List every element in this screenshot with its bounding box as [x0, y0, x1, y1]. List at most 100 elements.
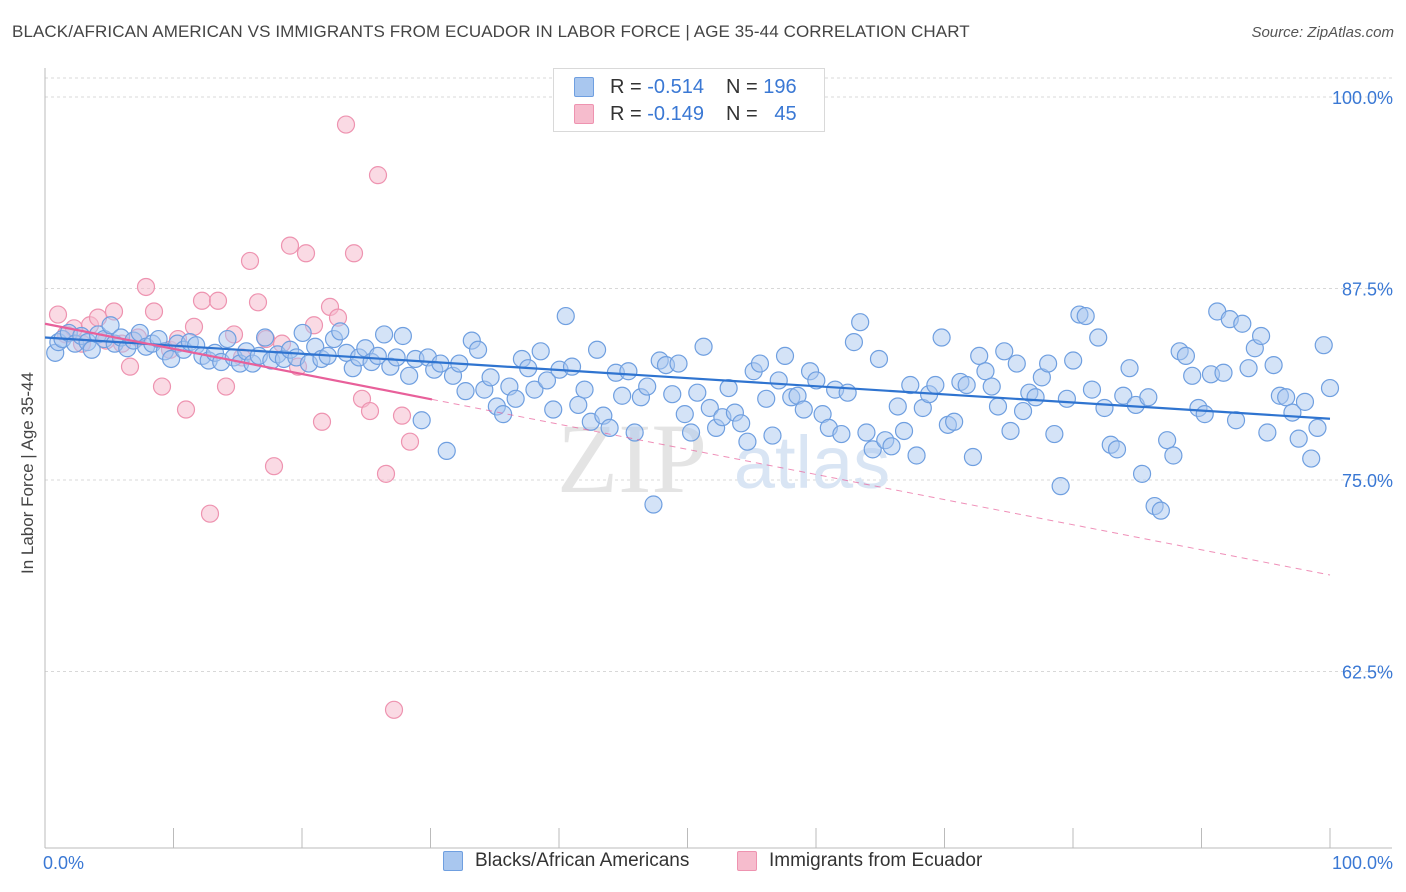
blue-data-point: [901, 375, 920, 395]
n-value: 196: [763, 75, 797, 98]
blue-data-point: [537, 371, 557, 390]
blue-data-point: [1045, 424, 1064, 444]
pink-trend-line: [44, 322, 433, 401]
r-value: -0.149: [647, 102, 704, 125]
blue-data-point: [988, 397, 1008, 416]
legend-label-pink: Immigrants from Ecuador: [769, 850, 983, 871]
blue-data-point: [218, 329, 237, 349]
y-tick-label: 87.5%: [1342, 280, 1393, 300]
pink-data-point: [216, 377, 236, 396]
y-tick-label: 62.5%: [1342, 663, 1393, 683]
legend-item-pink: Immigrants from Ecuador: [737, 850, 982, 872]
blue-data-point: [769, 371, 788, 390]
blue-swatch: [574, 77, 594, 97]
y-axis-label: In Labor Force | Age 35-44: [18, 372, 37, 574]
blue-data-point: [619, 362, 638, 381]
blue-data-point: [1264, 356, 1283, 375]
blue-data-point: [556, 306, 575, 326]
blue-data-point: [1233, 314, 1252, 333]
blue-data-point: [600, 418, 619, 438]
blue-data-point: [613, 386, 632, 405]
blue-data-point: [700, 398, 719, 418]
blue-data-point: [562, 357, 582, 376]
blue-data-point: [1176, 346, 1196, 366]
pink-data-point: [368, 166, 388, 185]
pink-data-point: [144, 302, 164, 321]
blue-data-point: [1308, 418, 1327, 438]
legend-row-blue: R = -0.514 N = 196: [574, 74, 797, 100]
blue-data-point: [738, 432, 757, 451]
blue-data-point: [456, 382, 475, 401]
blue-data-point: [970, 346, 989, 366]
blue-data-point: [982, 377, 1001, 396]
pink-swatch: [574, 104, 594, 124]
blue-data-point: [976, 362, 995, 381]
tick-labels: 100.0% 87.5% 75.0% 62.5% 0.0% 100.0%: [43, 88, 1393, 873]
blue-data-point: [1214, 363, 1233, 382]
legend-label-blue: Blacks/African Americans: [475, 850, 690, 871]
blue-data-point: [750, 354, 770, 373]
blue-data-point: [1007, 354, 1026, 373]
blue-data-point: [1239, 359, 1258, 378]
pink-data-point: [248, 293, 268, 312]
pink-data-point: [240, 251, 260, 271]
blue-data-point: [1164, 446, 1183, 465]
blue-data-point: [894, 421, 914, 441]
axis-layer: [44, 68, 1392, 849]
blue-data-point: [832, 424, 851, 444]
pink-data-point: [360, 401, 380, 421]
source-label: Source: ZipAtlas.com: [1251, 24, 1394, 41]
pink-data-point: [312, 412, 332, 431]
blue-data-point: [688, 383, 707, 402]
blue-data-point: [1120, 359, 1139, 378]
blue-data-point: [794, 400, 813, 419]
pink-data-point: [400, 432, 420, 451]
blue-data-point: [1320, 378, 1340, 398]
blue-data-point: [1039, 354, 1058, 373]
blue-data-point: [1139, 388, 1158, 407]
pink-data-point: [344, 244, 364, 263]
r-label: R =: [610, 75, 642, 98]
blue-data-point: [393, 326, 412, 346]
r-label: R =: [610, 102, 642, 125]
blue-data-point: [1132, 464, 1152, 483]
pink-data-point: [280, 236, 300, 255]
blue-data-point: [838, 383, 857, 402]
pink-trend-extension: [431, 398, 1331, 576]
pink-data-point: [192, 291, 212, 310]
pink-data-point: [120, 357, 140, 376]
blue-data-point: [926, 375, 945, 395]
blue-data-point: [293, 323, 312, 343]
blue-data-point: [625, 423, 644, 442]
blue-data-point: [694, 337, 713, 356]
blue-data-point: [669, 354, 688, 373]
pink-data-point: [184, 317, 204, 336]
pink-data-point: [200, 504, 220, 523]
legend-item-blue: Blacks/African Americans: [443, 850, 689, 872]
blue-data-point: [481, 368, 500, 387]
blue-data-point: [387, 348, 406, 367]
pink-data-point: [384, 700, 404, 719]
blue-data-point: [945, 412, 964, 431]
blue-data-point: [1302, 449, 1321, 468]
blue-trend-line: [44, 336, 1331, 420]
blue-data-point: [907, 446, 926, 465]
blue-data-point: [587, 340, 607, 359]
y-axis-label-wrap: In Labor Force | Age 35-44: [18, 372, 38, 584]
pink-data-point: [176, 400, 196, 419]
blue-data-point: [1095, 398, 1114, 418]
pink-data-point: [336, 115, 356, 134]
blue-data-point: [932, 328, 951, 347]
blue-data-point: [544, 400, 563, 419]
blue-data-point: [1151, 501, 1170, 520]
blue-data-point: [1013, 401, 1033, 421]
pink-data-point: [376, 464, 396, 483]
blue-data-point: [400, 366, 419, 385]
x-tick-label: 100.0%: [1332, 853, 1393, 873]
pink-data-point: [208, 291, 228, 310]
blue-data-point: [531, 342, 550, 361]
blue-data-point: [468, 340, 488, 359]
blue-data-point: [101, 316, 120, 335]
pink-data-point: [152, 377, 172, 396]
blue-data-point: [1051, 477, 1070, 496]
